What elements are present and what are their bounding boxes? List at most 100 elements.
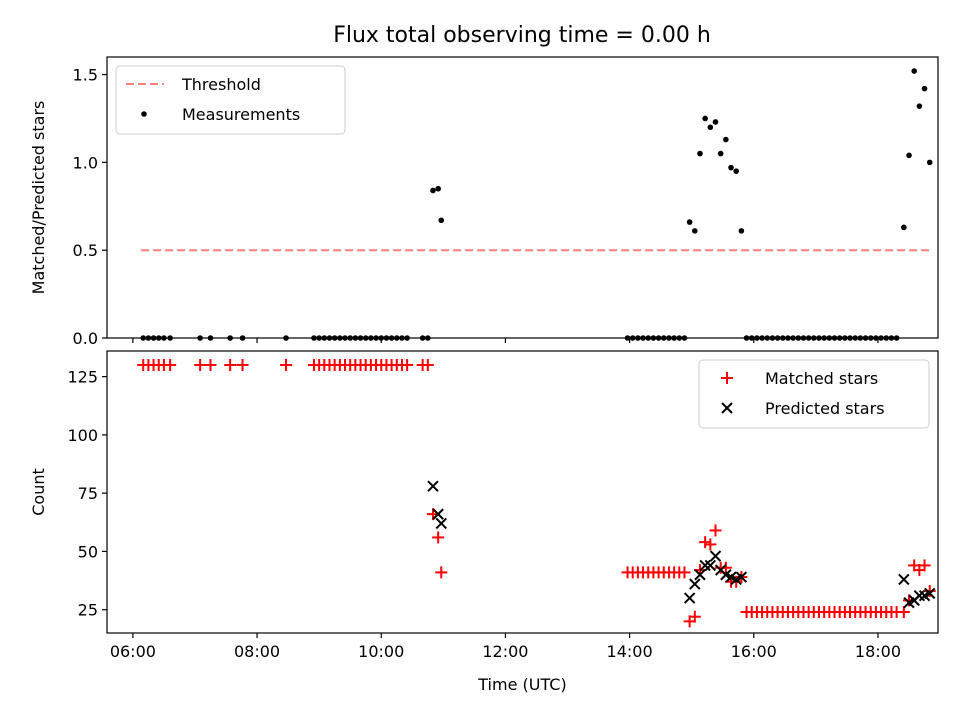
- measurement-point: [145, 335, 152, 341]
- marker-stroke: [721, 402, 733, 414]
- measurement-point: [635, 335, 641, 341]
- measurement-point: [697, 150, 703, 157]
- matched-marker: [401, 358, 414, 371]
- measurement-point: [717, 150, 724, 157]
- measurement-point: [140, 335, 147, 341]
- measurement-point: [311, 335, 317, 341]
- measurement-point: [161, 335, 167, 341]
- y-tick-label: 25: [78, 601, 98, 620]
- measurement-point: [800, 335, 807, 341]
- bottom-panel: 25 50 75 100 125 06:00 08:00 10:00 12:00 14:00 16:…: [29, 350, 939, 694]
- legend-label: Matched stars: [765, 369, 878, 388]
- predicted-marker: [913, 590, 926, 602]
- predicted-marker: [709, 550, 722, 562]
- y-tick-label: 100: [67, 426, 98, 445]
- measurement-point: [640, 335, 646, 341]
- measurement-point: [331, 335, 338, 341]
- matched-marker: [721, 372, 733, 384]
- y-tick-label: 75: [78, 484, 98, 503]
- measurement-point: [707, 124, 714, 131]
- legend-label: Threshold: [181, 75, 261, 94]
- measurement-point: [383, 335, 390, 341]
- matched-marker: [236, 358, 249, 371]
- x-tick-label: 18:00: [855, 642, 901, 661]
- matched-marker: [194, 358, 207, 371]
- measurement-point: [676, 335, 683, 341]
- measurement-point: [283, 335, 289, 341]
- series-matched-stars: [137, 358, 936, 628]
- measurement-point: [671, 335, 677, 341]
- matched-marker: [204, 358, 217, 371]
- x-tick-label: 10:00: [358, 642, 404, 661]
- measurement-point: [795, 335, 802, 341]
- matched-marker: [224, 358, 237, 371]
- marker-stroke: [913, 590, 926, 602]
- measurement-point: [826, 335, 833, 341]
- predicted-marker: [683, 592, 696, 604]
- measurement-point: [728, 164, 734, 171]
- measurement-point: [769, 335, 776, 341]
- matched-marker: [164, 358, 177, 371]
- measurement-point: [362, 335, 369, 341]
- marker-stroke: [683, 592, 696, 604]
- measurement-point: [836, 335, 843, 341]
- predicted-marker: [924, 587, 936, 600]
- matched-marker: [688, 610, 701, 623]
- measurement-point: [399, 335, 405, 341]
- measurement-point: [155, 335, 162, 341]
- measurement-point: [893, 335, 900, 341]
- measurement-point: [624, 335, 631, 341]
- predicted-marker: [898, 573, 910, 586]
- marker-stroke: [432, 508, 444, 520]
- measurement-point: [150, 335, 157, 341]
- measurement-point: [847, 335, 853, 341]
- top-panel: 0.0 0.5 1.0 1.5 Matched/Predicted stars Thres…: [29, 56, 939, 348]
- measurement-point: [916, 103, 923, 109]
- measurement-point: [681, 335, 688, 341]
- y-tick-label: 0.5: [73, 241, 98, 260]
- x-tick-label: 12:00: [482, 642, 528, 661]
- measurement-point: [926, 159, 933, 166]
- measurement-point: [197, 335, 203, 341]
- measurement-point: [862, 335, 869, 341]
- legend: Matched stars Predicted stars: [698, 359, 930, 429]
- predicted-marker: [699, 559, 711, 572]
- measurement-point: [425, 335, 431, 341]
- matched-marker: [678, 566, 691, 579]
- marker-stroke: [720, 569, 732, 581]
- matched-marker: [897, 606, 910, 619]
- measurement-point: [629, 335, 636, 341]
- legend-label: Measurements: [182, 105, 300, 124]
- x-tick-label: 06:00: [110, 642, 156, 661]
- legend: Threshold Measurements: [115, 65, 346, 135]
- y-tick-label: 1.5: [73, 66, 98, 85]
- measurement-point: [239, 335, 246, 341]
- axes-frame: [106, 56, 939, 339]
- measurement-point: [347, 335, 353, 341]
- measurement-point: [167, 335, 173, 341]
- matched-marker: [709, 524, 722, 537]
- measurement-point: [352, 335, 359, 341]
- measurement-point: [227, 335, 233, 341]
- measurement-point: [404, 335, 410, 341]
- measurement-point: [645, 335, 652, 341]
- legend-box: [698, 359, 930, 429]
- matched-marker: [704, 538, 717, 551]
- predicted-marker: [435, 517, 447, 530]
- marker-stroke: [689, 578, 701, 590]
- measurement-point: [764, 335, 771, 341]
- measurement-point: [816, 335, 822, 341]
- matched-marker: [280, 358, 293, 371]
- matched-marker: [421, 358, 434, 371]
- measurement-point: [779, 335, 786, 341]
- measurement-point: [712, 119, 719, 125]
- x-axis-label: Time (UTC): [477, 675, 566, 694]
- measurement-point: [723, 136, 729, 143]
- measurement-point: [883, 335, 890, 341]
- legend-box: [115, 65, 346, 135]
- measurement-point: [435, 185, 441, 192]
- marker-stroke: [735, 571, 748, 583]
- measurement-point: [686, 219, 693, 225]
- measurement-point: [337, 335, 343, 341]
